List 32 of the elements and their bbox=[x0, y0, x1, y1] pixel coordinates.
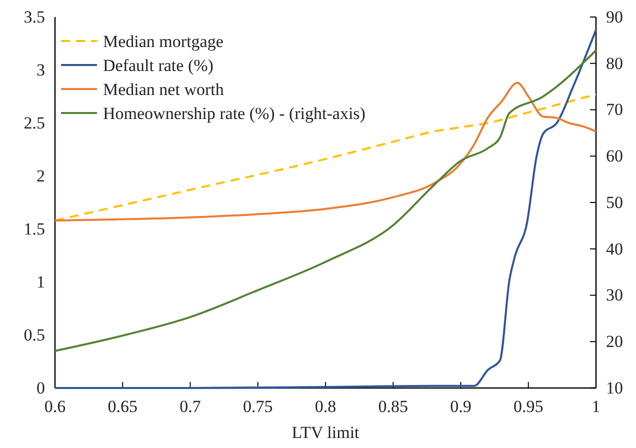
y-tick-label: 1.5 bbox=[24, 219, 45, 238]
y2-tick-label: 90 bbox=[606, 7, 623, 26]
y2-tick-label: 20 bbox=[606, 332, 623, 352]
x-tick-label: 0.6 bbox=[44, 397, 66, 416]
line-series bbox=[54, 49, 597, 352]
x-tick-label: 0.8 bbox=[314, 397, 336, 416]
y-tick-label: 1 bbox=[36, 272, 45, 292]
legend-label: Homeownership rate (%) - (right-axis) bbox=[103, 104, 366, 123]
y-tick-label: 2 bbox=[36, 166, 45, 186]
x-tick-label: 0.95 bbox=[514, 397, 544, 416]
legend-label: Default rate (%) bbox=[103, 56, 214, 75]
x-tick-label: 0.7 bbox=[180, 397, 202, 416]
x-tick-label: 0.9 bbox=[450, 397, 472, 416]
legend-label: Median net worth bbox=[103, 80, 224, 99]
legend-label: Median mortgage bbox=[103, 32, 224, 51]
x-tick-label: 0.65 bbox=[108, 397, 138, 416]
y-tick-label: 3 bbox=[36, 60, 45, 80]
y2-tick-label: 30 bbox=[606, 286, 623, 305]
y2-tick-label: 70 bbox=[606, 100, 623, 120]
x-tick-label: 1 bbox=[592, 397, 600, 416]
y2-tick-label: 10 bbox=[606, 378, 623, 398]
y-tick-label: 2.5 bbox=[24, 113, 45, 132]
x-axis-title: LTV limit bbox=[292, 423, 360, 442]
y-tick-label: 0 bbox=[36, 378, 45, 398]
y-tick-label: 3.5 bbox=[24, 7, 45, 26]
y-tick-label: 0.5 bbox=[24, 325, 45, 344]
y2-tick-label: 40 bbox=[606, 239, 623, 258]
y2-tick-label: 60 bbox=[606, 146, 623, 166]
y2-tick-label: 80 bbox=[606, 54, 623, 73]
x-tick-label: 0.85 bbox=[378, 397, 408, 416]
y2-tick-label: 50 bbox=[606, 192, 623, 212]
x-tick-label: 0.75 bbox=[243, 397, 273, 416]
